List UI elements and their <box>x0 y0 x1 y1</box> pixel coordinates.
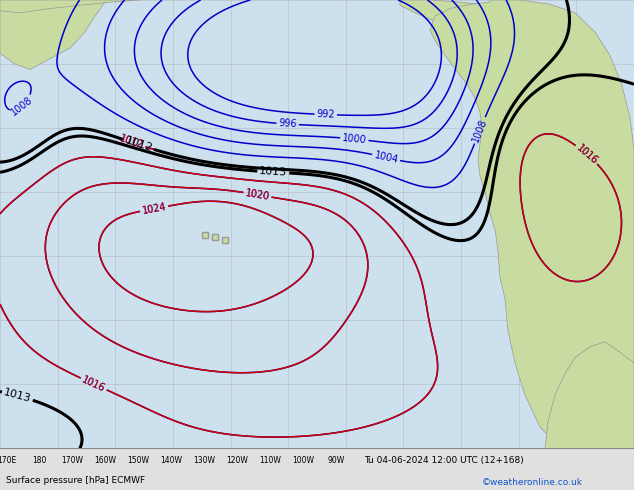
Polygon shape <box>0 0 140 13</box>
Text: 90W: 90W <box>327 456 345 465</box>
Text: 170W: 170W <box>61 456 83 465</box>
Text: 1008: 1008 <box>470 117 489 144</box>
Text: 1020: 1020 <box>245 188 270 202</box>
Text: 180: 180 <box>32 456 46 465</box>
Text: Surface pressure [hPa] ECMWF: Surface pressure [hPa] ECMWF <box>6 476 145 485</box>
Text: 100W: 100W <box>292 456 314 465</box>
Text: 150W: 150W <box>127 456 149 465</box>
Text: ©weatheronline.co.uk: ©weatheronline.co.uk <box>482 478 583 487</box>
Text: 160W: 160W <box>94 456 116 465</box>
Text: 1000: 1000 <box>342 133 367 145</box>
Text: 170E: 170E <box>0 456 16 465</box>
Text: 1004: 1004 <box>373 150 399 165</box>
Text: 1016: 1016 <box>81 374 107 393</box>
Text: 140W: 140W <box>160 456 182 465</box>
Text: 130W: 130W <box>193 456 215 465</box>
Text: 110W: 110W <box>259 456 281 465</box>
Text: Tu 04-06-2024 12:00 UTC (12+168): Tu 04-06-2024 12:00 UTC (12+168) <box>364 456 524 465</box>
Text: 1016: 1016 <box>574 143 599 166</box>
Text: 1016: 1016 <box>81 374 107 393</box>
Text: 992: 992 <box>316 109 335 120</box>
Polygon shape <box>0 0 105 70</box>
Text: 1013: 1013 <box>3 387 32 404</box>
Text: 120W: 120W <box>226 456 248 465</box>
Text: 996: 996 <box>278 119 297 130</box>
Polygon shape <box>430 0 634 448</box>
Text: 1024: 1024 <box>141 201 167 216</box>
Text: 1012: 1012 <box>124 136 153 154</box>
Text: 1016: 1016 <box>574 143 599 166</box>
Text: 1024: 1024 <box>141 201 167 216</box>
Polygon shape <box>545 342 634 448</box>
Text: 1012: 1012 <box>119 134 145 151</box>
Text: 1008: 1008 <box>10 95 35 118</box>
Text: 1012: 1012 <box>119 134 145 151</box>
Text: 1013: 1013 <box>259 166 288 178</box>
Polygon shape <box>400 0 520 41</box>
Text: 1020: 1020 <box>245 188 270 202</box>
